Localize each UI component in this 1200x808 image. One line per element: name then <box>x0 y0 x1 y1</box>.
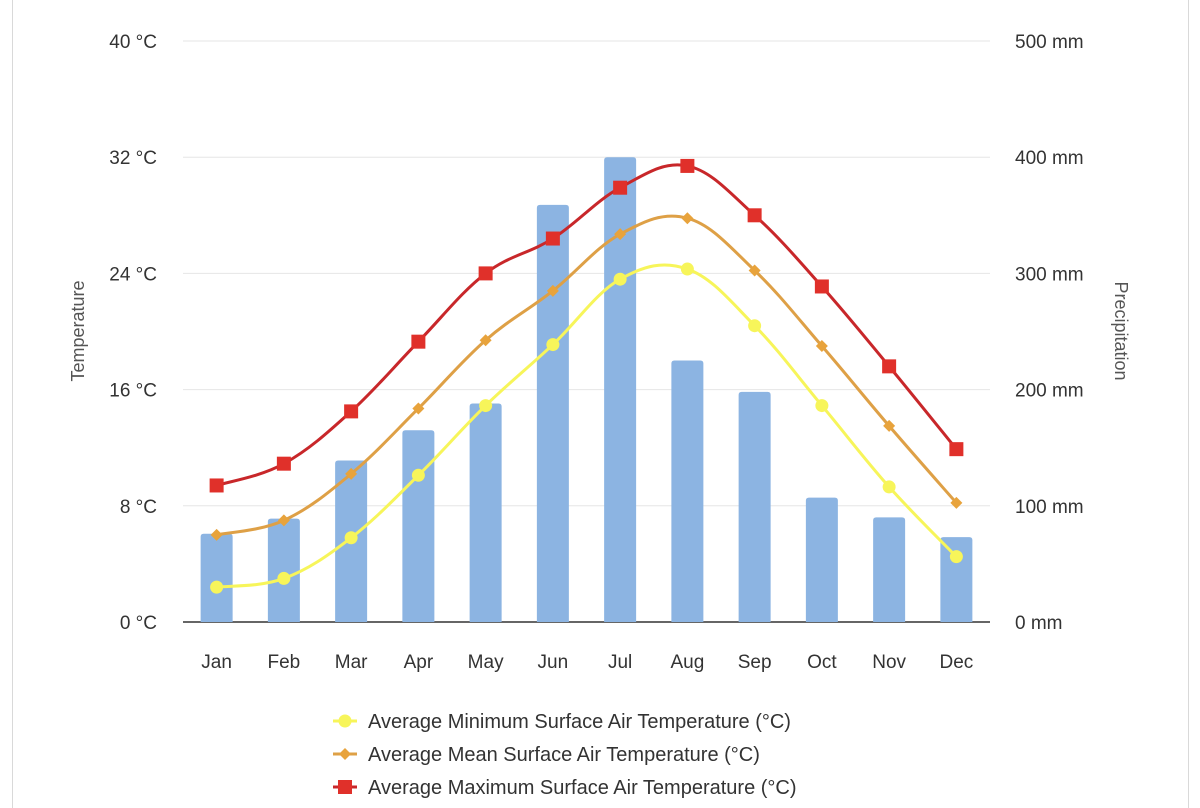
left-axis-title: Temperature <box>68 280 88 381</box>
data-point-square <box>478 266 493 281</box>
gridlines <box>183 40 990 623</box>
left-tick-label: 24 °C <box>109 264 157 285</box>
legend: Average Minimum Surface Air Temperature … <box>333 711 797 799</box>
chart-frame <box>12 0 1189 808</box>
left-tick-label: 40 °C <box>109 32 157 53</box>
precipitation-bar <box>469 403 502 622</box>
right-tick-label: 0 mm <box>1015 613 1063 634</box>
precipitation-bar <box>267 518 300 622</box>
x-tick-label: Oct <box>807 652 837 673</box>
x-tick-label: Jul <box>608 652 632 673</box>
data-point-circle <box>748 319 762 333</box>
x-tick-label: Apr <box>404 652 434 673</box>
x-tick-label: Sep <box>738 652 772 673</box>
data-point-square <box>411 334 426 349</box>
precipitation-bar <box>805 497 838 622</box>
data-point-square <box>814 279 829 294</box>
right-axis-ticks: 0 mm 100 mm 200 mm 300 mm 400 mm 500 mm <box>1015 32 1084 634</box>
legend-marker-diamond <box>339 748 351 760</box>
data-point-circle <box>882 480 896 494</box>
data-point-diamond <box>883 419 896 432</box>
data-point-square <box>276 456 291 471</box>
x-tick-label: May <box>468 652 504 673</box>
right-tick-label: 400 mm <box>1015 148 1084 169</box>
data-point-circle <box>277 571 291 585</box>
left-tick-label: 0 °C <box>120 613 157 634</box>
right-tick-label: 300 mm <box>1015 264 1084 285</box>
precipitation-bar <box>873 517 906 622</box>
data-point-square <box>949 442 964 457</box>
data-point-diamond <box>210 528 223 541</box>
precipitation-bar <box>738 391 771 622</box>
legend-label: Average Minimum Surface Air Temperature … <box>368 711 791 733</box>
data-point-circle <box>411 468 425 482</box>
data-point-square <box>545 231 560 246</box>
left-tick-label: 8 °C <box>120 497 157 518</box>
data-point-circle <box>949 550 963 564</box>
data-point-diamond <box>345 467 358 480</box>
data-point-circle <box>479 399 493 413</box>
series-line-diamond <box>216 214 958 537</box>
data-point-circle <box>815 399 829 413</box>
data-point-square <box>209 478 224 493</box>
left-tick-label: 32 °C <box>109 148 157 169</box>
x-tick-label: Jan <box>201 652 232 673</box>
legend-label: Average Maximum Surface Air Temperature … <box>368 777 797 799</box>
x-tick-label: Mar <box>335 652 368 673</box>
data-point-diamond <box>681 212 694 225</box>
data-point-circle <box>344 531 358 545</box>
x-tick-label: Aug <box>670 652 704 673</box>
legend-label: Average Mean Surface Air Temperature (°C… <box>368 744 760 766</box>
data-point-square <box>344 404 359 419</box>
precipitation-bar <box>536 204 569 623</box>
temperature-lines <box>209 158 964 594</box>
x-tick-label: Nov <box>872 652 906 673</box>
data-point-diamond <box>546 284 559 297</box>
precipitation-bar <box>671 360 704 622</box>
legend-marker-circle <box>338 714 352 728</box>
legend-marker-square <box>338 780 352 794</box>
data-point-square <box>680 158 695 173</box>
data-point-circle <box>546 338 560 352</box>
right-axis-title: Precipitation <box>1111 281 1131 380</box>
data-point-square <box>613 180 628 195</box>
precipitation-bar <box>200 533 233 622</box>
data-point-circle <box>680 262 694 276</box>
data-point-diamond <box>614 228 627 241</box>
data-point-circle <box>613 272 627 286</box>
x-tick-label: Dec <box>939 652 973 673</box>
right-tick-label: 100 mm <box>1015 497 1084 518</box>
left-axis-ticks: 0 °C 8 °C 16 °C 24 °C 32 °C 40 °C <box>109 32 157 634</box>
data-point-diamond <box>748 264 761 277</box>
series-line-square <box>216 163 958 487</box>
data-point-diamond <box>950 496 963 509</box>
x-axis-ticks: Jan Feb Mar Apr May Jun Jul Aug Sep Oct Nov Dec <box>201 652 973 673</box>
data-point-diamond <box>412 402 425 415</box>
data-point-square <box>747 208 762 223</box>
data-point-diamond <box>277 514 290 527</box>
precipitation-bars <box>200 157 973 623</box>
data-point-diamond <box>479 334 492 347</box>
data-point-square <box>882 359 897 374</box>
right-tick-label: 200 mm <box>1015 381 1084 402</box>
x-tick-label: Feb <box>268 652 301 673</box>
precipitation-bar <box>402 430 435 622</box>
left-tick-label: 16 °C <box>109 381 157 402</box>
data-point-circle <box>210 580 224 594</box>
precipitation-bar <box>940 537 973 622</box>
data-point-diamond <box>815 340 828 353</box>
x-tick-label: Jun <box>538 652 569 673</box>
right-tick-label: 500 mm <box>1015 32 1084 53</box>
